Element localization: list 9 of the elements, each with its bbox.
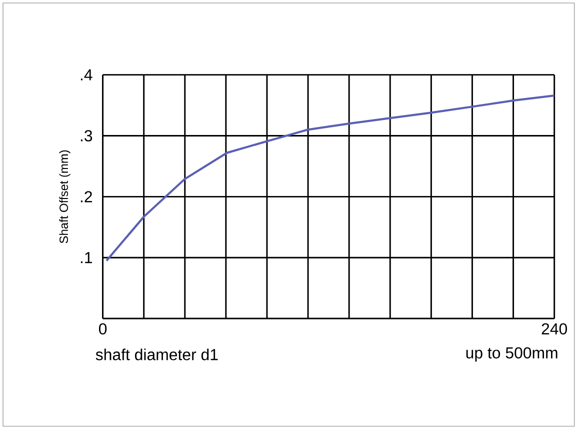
x-tick-label: 0 — [98, 323, 107, 334]
y-tick-label: .4 — [80, 69, 92, 80]
y-tick-label: .3 — [80, 130, 92, 142]
text: up to 500mm — [466, 347, 558, 362]
y-axis-title: Shaft Offset (mm) — [59, 150, 70, 244]
x-tick-label: 240 — [542, 323, 567, 334]
y-tick-label: .2 — [80, 191, 92, 202]
y-tick-label: .1 — [80, 252, 92, 264]
text: shaft diameter d1 — [96, 348, 218, 360]
